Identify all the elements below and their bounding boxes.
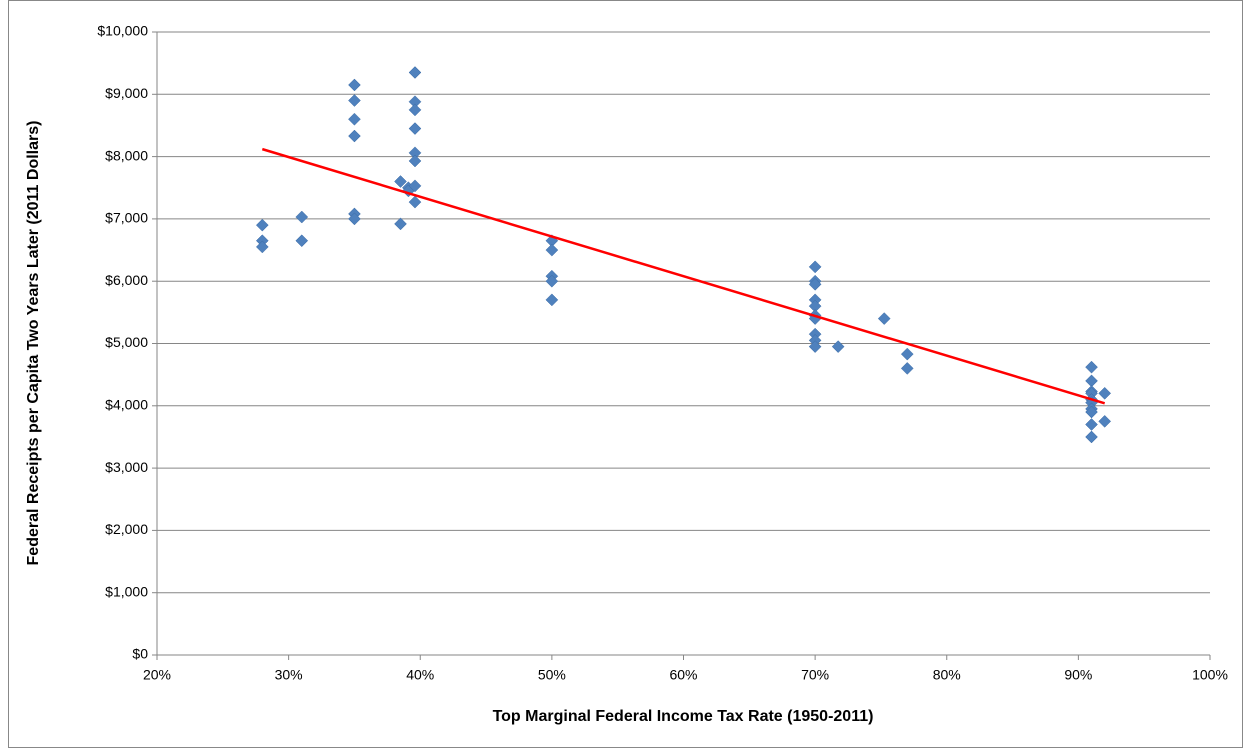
data-point: [900, 347, 914, 361]
data-point: [348, 129, 361, 143]
data-point: [255, 218, 269, 232]
y-tick-label: $1,000: [105, 583, 148, 599]
data-point: [348, 112, 361, 126]
x-tick-label: 60%: [669, 667, 697, 683]
data-point: [1085, 418, 1098, 431]
x-tick-label: 40%: [406, 667, 434, 683]
data-point: [808, 277, 822, 291]
x-tick-label: 50%: [538, 667, 566, 683]
x-tick-label: 70%: [801, 667, 829, 683]
data-point: [545, 243, 559, 257]
y-tick-label: $10,000: [97, 23, 148, 39]
y-tick-label: $8,000: [105, 147, 148, 163]
data-point: [808, 260, 822, 274]
chart-border: [8, 0, 1243, 748]
data-point: [408, 154, 422, 168]
data-point: [408, 195, 422, 209]
data-point: [255, 240, 269, 254]
data-point: [408, 179, 422, 193]
x-axis-title: Top Marginal Federal Income Tax Rate (19…: [493, 708, 874, 725]
data-point: [831, 340, 845, 353]
data-point: [808, 340, 822, 353]
data-point: [394, 217, 407, 231]
data-point: [545, 274, 559, 288]
x-tick-label: 100%: [1192, 667, 1228, 683]
y-tick-label: $0: [132, 646, 148, 662]
trend-line: [261, 147, 1106, 405]
y-tick-label: $5,000: [105, 334, 148, 350]
data-point: [348, 94, 361, 107]
data-point: [1098, 415, 1112, 428]
data-point: [1098, 386, 1112, 400]
data-point: [877, 312, 891, 325]
x-tick-label: 30%: [275, 667, 303, 683]
y-axis-title: Federal Receipts per Capita Two Years La…: [25, 121, 42, 566]
data-point: [348, 212, 361, 226]
data-point: [900, 362, 914, 375]
data-point: [408, 103, 422, 117]
data-point: [1085, 430, 1098, 444]
data-point: [1085, 374, 1098, 388]
y-tick-label: $6,000: [105, 272, 148, 288]
data-point: [408, 66, 422, 79]
data-point: [295, 234, 309, 248]
y-tick-label: $3,000: [105, 459, 148, 475]
x-tick-label: 90%: [1064, 667, 1092, 683]
x-tick-label: 80%: [933, 667, 961, 683]
data-point: [295, 210, 309, 224]
data-point: [1085, 405, 1098, 419]
y-tick-label: $7,000: [105, 210, 148, 226]
data-point: [545, 293, 559, 307]
y-tick-label: $4,000: [105, 397, 148, 413]
data-point: [348, 78, 361, 92]
data-point: [1085, 360, 1098, 374]
y-tick-label: $9,000: [105, 85, 148, 101]
data-point: [394, 175, 407, 188]
data-point: [408, 122, 422, 135]
x-tick-label: 20%: [143, 667, 171, 683]
y-tick-label: $2,000: [105, 521, 148, 537]
